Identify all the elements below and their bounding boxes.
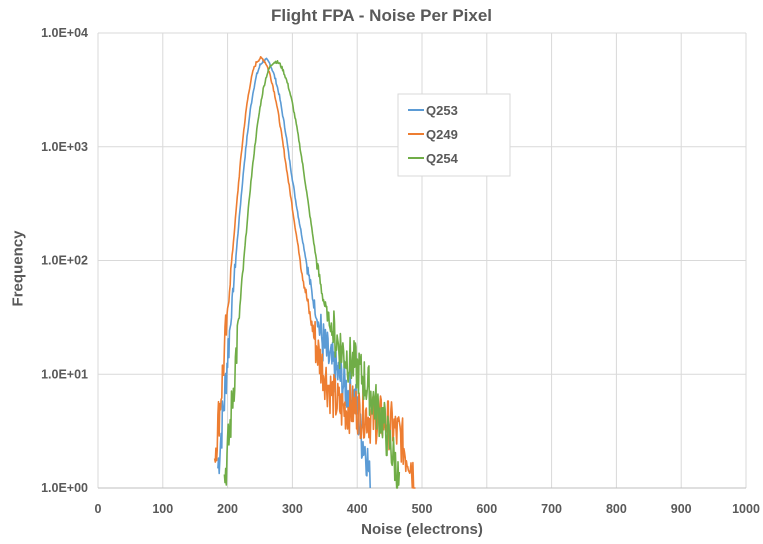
y-tick-label: 1.0E+03	[41, 140, 88, 154]
y-axis-ticks: 1.0E+00 1.0E+01 1.0E+02 1.0E+03 1.0E+04	[41, 26, 88, 495]
legend: Q253 Q249 Q254	[397, 93, 511, 177]
y-tick-label: 1.0E+04	[41, 26, 88, 40]
x-axis-ticks: 0 100 200 300 400 500 600 700 800 900 1000	[95, 502, 760, 516]
gridlines	[97, 32, 747, 489]
x-tick-label: 800	[606, 502, 627, 516]
x-tick-label: 0	[95, 502, 102, 516]
x-tick-label: 100	[152, 502, 173, 516]
x-tick-label: 400	[347, 502, 368, 516]
y-axis-label: Frequency	[9, 230, 27, 307]
x-tick-label: 700	[541, 502, 562, 516]
legend-label: Q249	[426, 127, 458, 142]
y-tick-label: 1.0E+00	[41, 481, 88, 495]
x-tick-label: 300	[282, 502, 303, 516]
y-tick-label: 1.0E+01	[41, 367, 88, 381]
x-tick-label: 900	[671, 502, 692, 516]
series-line-q254	[223, 60, 401, 489]
series-line-q253	[217, 57, 371, 489]
legend-label: Q254	[426, 151, 459, 166]
x-tick-label: 1000	[732, 502, 760, 516]
x-tick-label: 600	[476, 502, 497, 516]
legend-label: Q253	[426, 103, 458, 118]
chart-title: Flight FPA - Noise Per Pixel	[270, 6, 493, 25]
y-tick-label: 1.0E+02	[41, 254, 88, 268]
series-lines	[213, 56, 416, 489]
x-tick-label: 500	[412, 502, 433, 516]
x-axis-label: Noise (electrons)	[361, 521, 483, 538]
x-tick-label: 200	[217, 502, 238, 516]
